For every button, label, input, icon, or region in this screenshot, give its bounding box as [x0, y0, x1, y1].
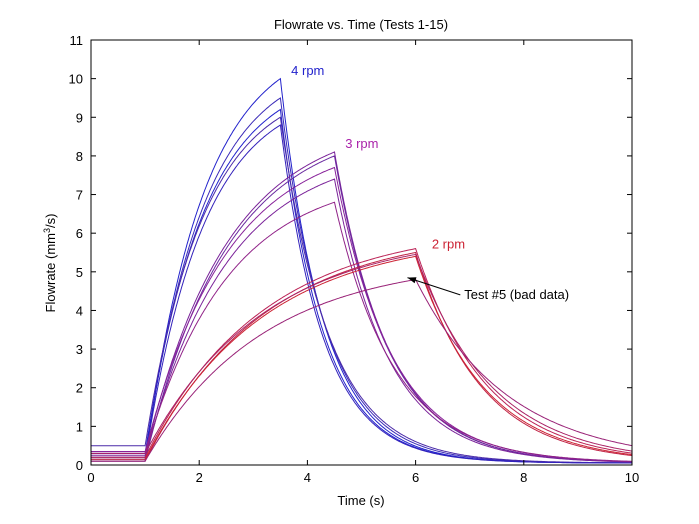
y-tick-label: 1	[76, 419, 83, 434]
x-tick-label: 4	[304, 470, 311, 485]
x-tick-label: 10	[625, 470, 639, 485]
annotation-2: 3 rpm	[345, 136, 378, 151]
x-tick-label: 8	[520, 470, 527, 485]
series-line-5	[91, 124, 632, 464]
plot-area	[91, 77, 633, 464]
x-tick-label: 2	[196, 470, 203, 485]
y-axis-label: Flowrate (mm3/s)	[42, 214, 58, 313]
annotation-arrow-head	[407, 277, 417, 284]
y-tick-label: 9	[76, 110, 83, 125]
y-axis-label-main: Flowrate (mm	[43, 233, 58, 312]
y-tick-label: 4	[76, 303, 83, 318]
annotation-3: 2 rpm	[432, 237, 465, 252]
chart-title: Flowrate vs. Time (Tests 1-15)	[274, 17, 448, 32]
axes: 0 2 4 6 8 10 0 1 2 3 4 5 6 7 8 9 10 11	[69, 33, 640, 485]
y-tick-label: 6	[76, 226, 83, 241]
annotation-1: 4 rpm	[291, 63, 324, 78]
axes-box	[90, 39, 633, 466]
annotations: 4 rpm 3 rpm 2 rpm Test #5 (bad data)	[291, 63, 569, 302]
y-tick-label: 5	[76, 265, 83, 280]
y-tick-label: 0	[76, 458, 83, 473]
y-tick-label: 7	[76, 188, 83, 203]
y-tick-label: 3	[76, 342, 83, 357]
series-line-11	[91, 248, 633, 458]
y-axis-label-tail: /s)	[43, 214, 58, 228]
y-tick-label: 10	[69, 72, 83, 87]
y-tick-label: 8	[76, 149, 83, 164]
x-tick-label: 0	[87, 470, 94, 485]
series-line-9	[91, 178, 632, 463]
x-axis-label: Time (s)	[337, 493, 384, 508]
series-line-10	[91, 201, 632, 462]
x-tick-label: 6	[412, 470, 419, 485]
annotation-4: Test #5 (bad data)	[464, 287, 569, 302]
series-line-4	[91, 116, 632, 464]
series-line-13	[91, 253, 633, 454]
series-line-14	[91, 255, 633, 460]
series-line-15	[91, 278, 633, 462]
y-tick-label: 2	[76, 381, 83, 396]
y-tick-label: 11	[70, 33, 84, 48]
annotation-arrow-line	[407, 277, 461, 296]
y-axis-label-superscript: 3	[42, 228, 52, 233]
